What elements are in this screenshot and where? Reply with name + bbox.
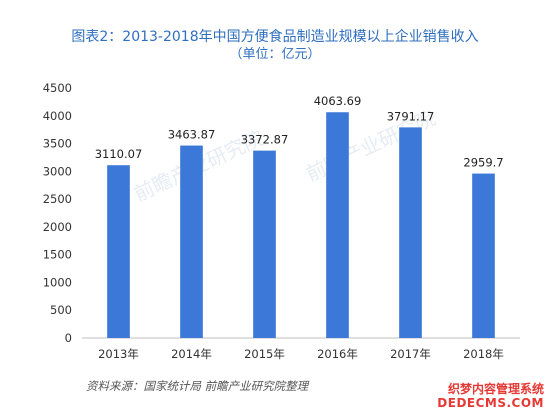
corner-watermark: 织梦内容管理系统 DEDECMS.COM bbox=[437, 382, 544, 410]
x-tick-label: 2017年 bbox=[390, 347, 431, 361]
bar bbox=[399, 127, 422, 338]
x-tick-label: 2015年 bbox=[244, 347, 285, 361]
chart-title: 图表2：2013-2018年中国方便食品制造业规模以上企业销售收入 bbox=[71, 29, 479, 45]
bar bbox=[326, 112, 349, 338]
x-tick-label: 2018年 bbox=[463, 347, 504, 361]
data-label: 2959.7 bbox=[463, 156, 503, 170]
bar bbox=[180, 145, 203, 338]
y-tick-label: 4500 bbox=[43, 81, 72, 95]
x-tick-label: 2016年 bbox=[317, 347, 358, 361]
bar bbox=[253, 150, 276, 338]
y-tick-label: 500 bbox=[50, 303, 72, 317]
chart-subtitle: （单位：亿元） bbox=[229, 47, 321, 62]
y-tick-label: 4000 bbox=[43, 109, 72, 123]
y-tick-label: 0 bbox=[65, 331, 72, 345]
source-note: 资料来源：国家统计局 前瞻产业研究院整理 bbox=[86, 379, 309, 393]
y-tick-label: 3500 bbox=[43, 137, 72, 151]
data-label: 3110.07 bbox=[95, 147, 143, 161]
data-label: 3372.87 bbox=[241, 133, 289, 147]
data-label: 3463.87 bbox=[168, 128, 216, 142]
y-tick-label: 3000 bbox=[43, 164, 72, 178]
bar bbox=[472, 173, 495, 338]
y-tick-label: 2000 bbox=[43, 220, 72, 234]
corner-watermark-line1: 织梦内容管理系统 bbox=[447, 382, 544, 396]
x-tick-label: 2014年 bbox=[171, 347, 212, 361]
data-label: 4063.69 bbox=[314, 94, 362, 108]
y-tick-label: 2500 bbox=[43, 192, 72, 206]
x-tick-label: 2013年 bbox=[98, 347, 139, 361]
corner-watermark-line2: DEDECMS.COM bbox=[437, 396, 544, 410]
data-label: 3791.17 bbox=[387, 109, 435, 123]
y-tick-label: 1500 bbox=[43, 248, 72, 262]
bar bbox=[107, 165, 130, 338]
y-tick-label: 1000 bbox=[43, 275, 72, 289]
